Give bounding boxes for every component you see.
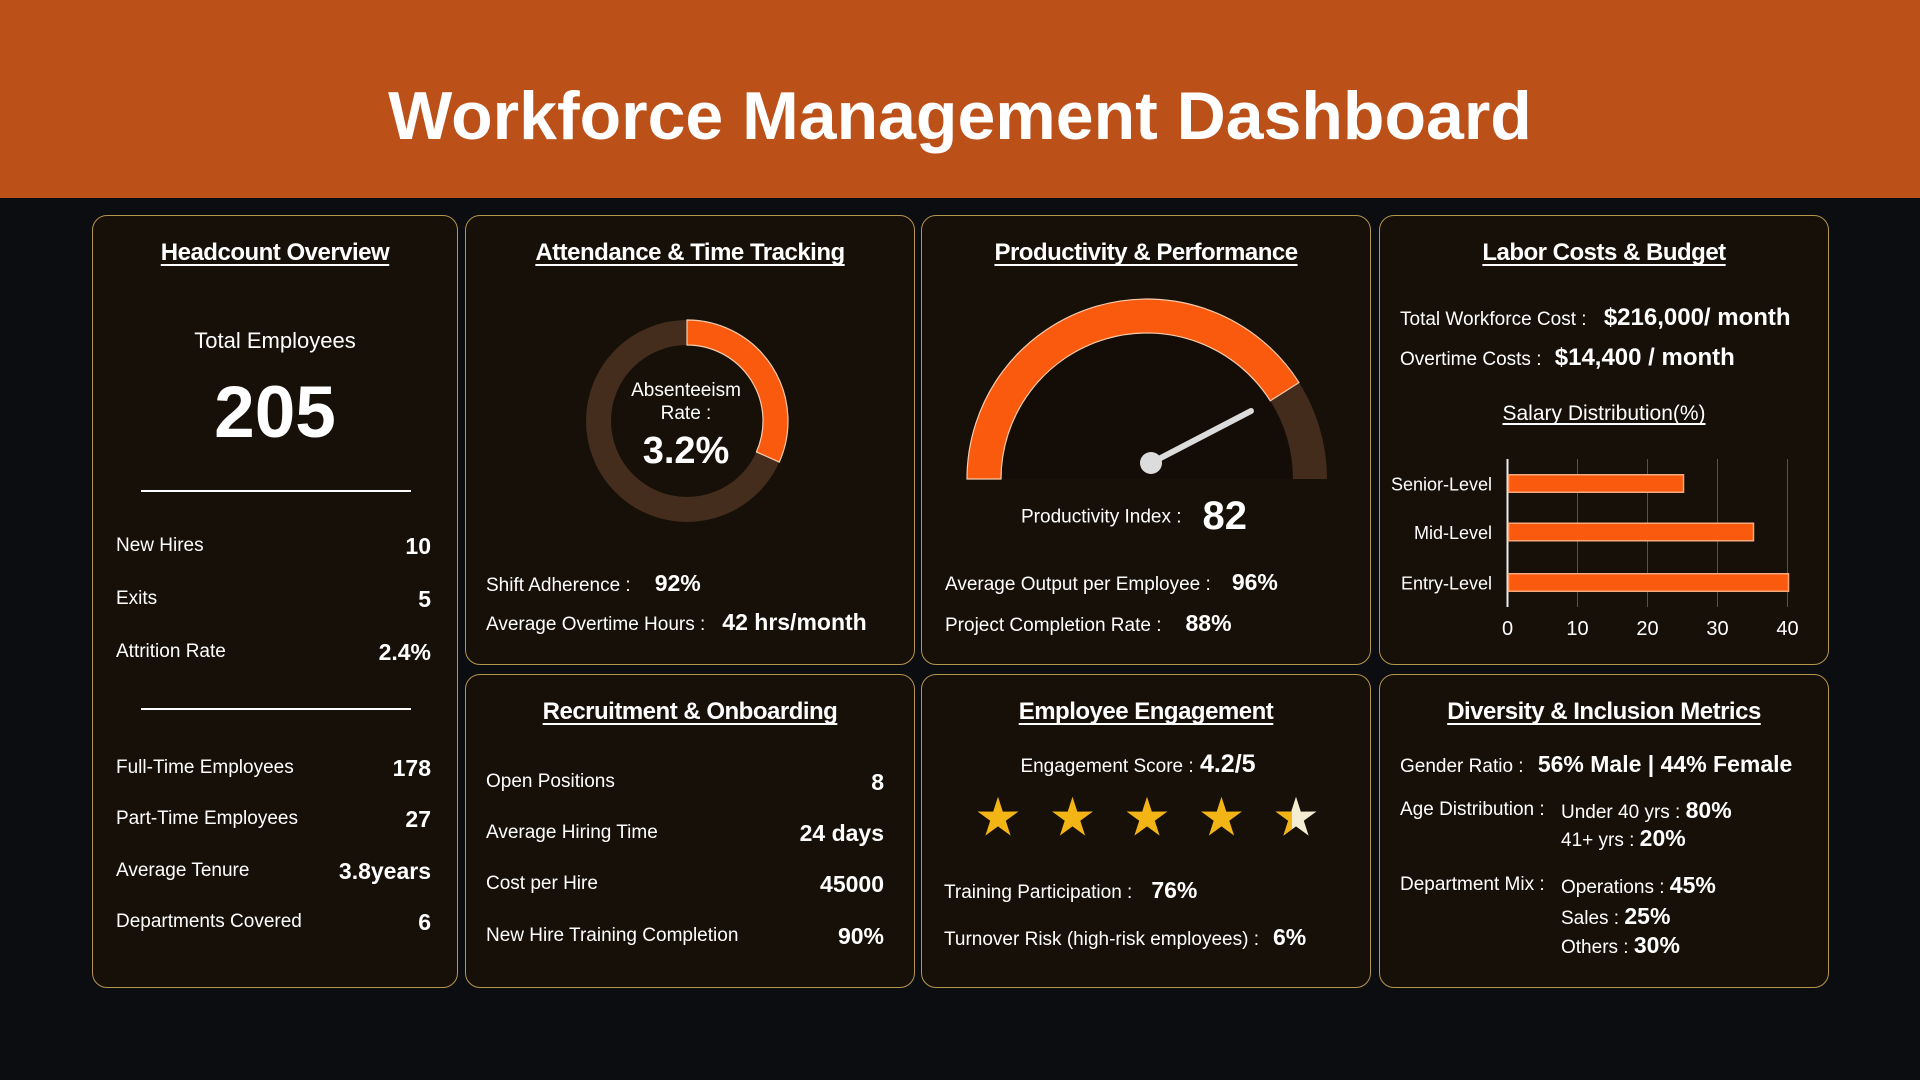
svg-text:30: 30 (1706, 618, 1728, 640)
svg-text:Mid-Level: Mid-Level (1414, 523, 1492, 543)
svg-text:Entry-Level: Entry-Level (1401, 574, 1492, 594)
svg-text:Senior-Level: Senior-Level (1391, 475, 1492, 495)
svg-text:0: 0 (1502, 618, 1513, 640)
svg-text:40: 40 (1776, 618, 1798, 640)
svg-text:20: 20 (1636, 618, 1658, 640)
svg-text:10: 10 (1566, 618, 1588, 640)
